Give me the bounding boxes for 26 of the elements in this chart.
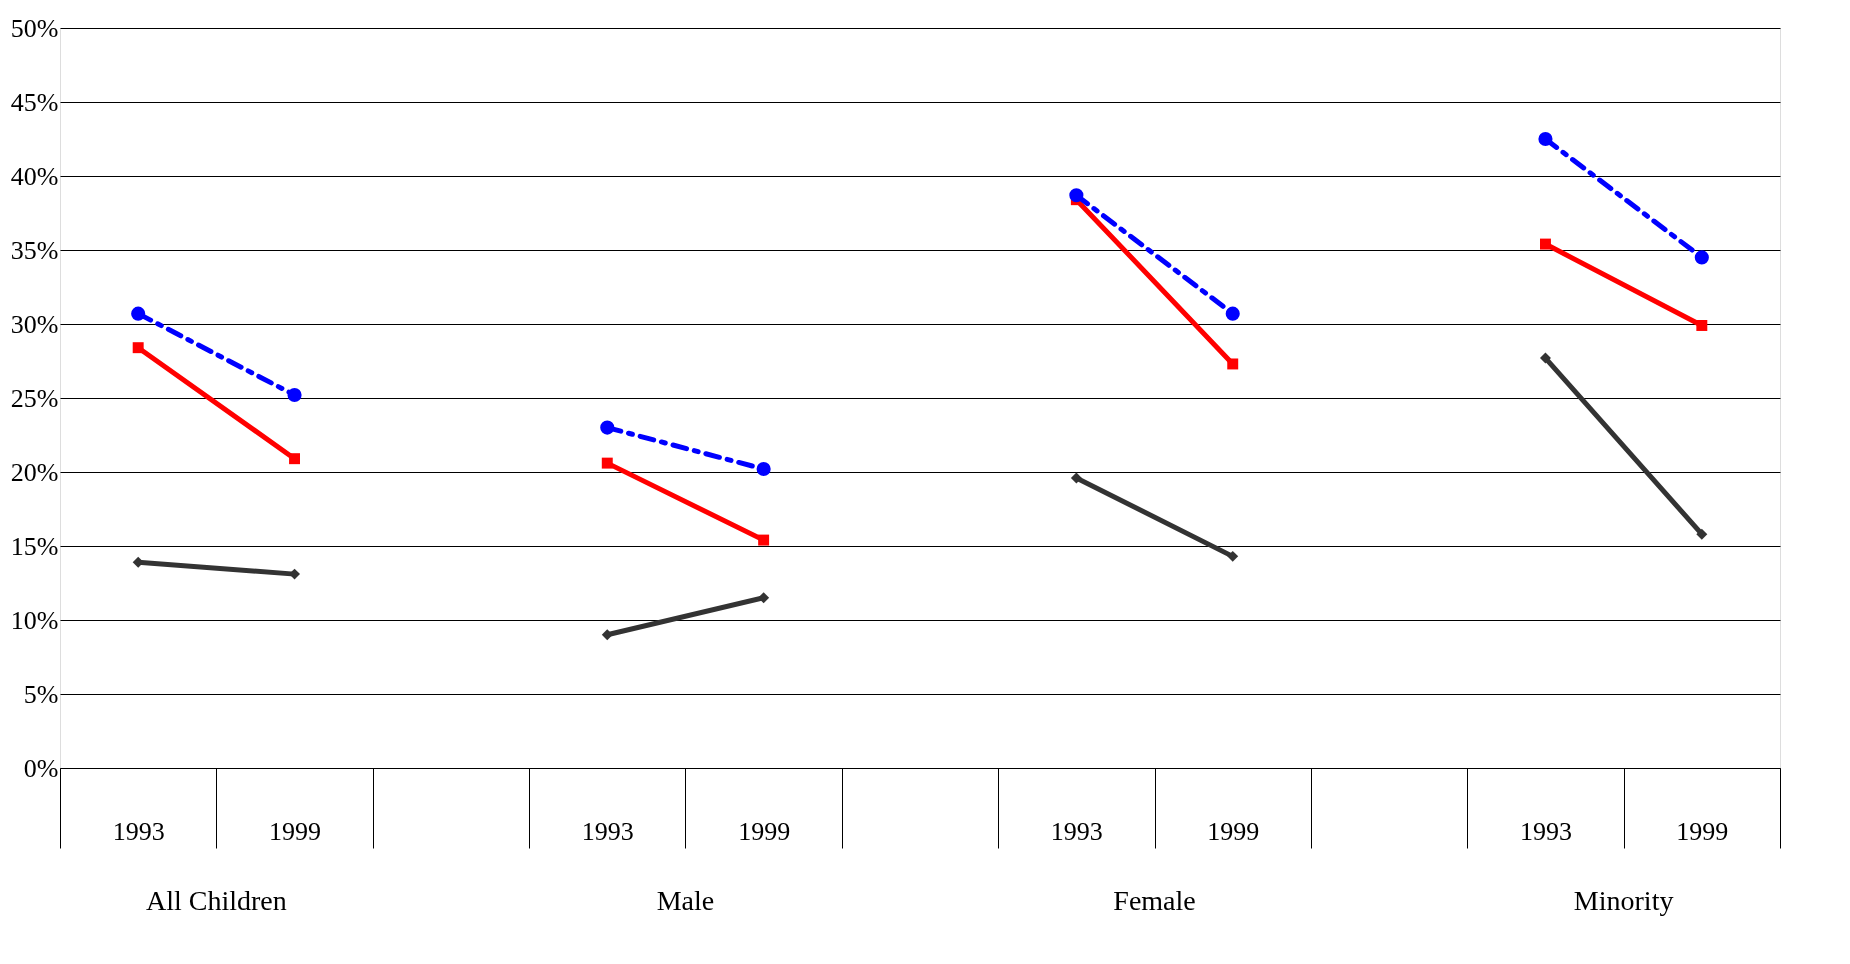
y-tick-label: 25% <box>10 383 59 413</box>
y-tick-label: 0% <box>23 753 59 783</box>
point <box>1538 131 1553 147</box>
x-tick-label: 1993 <box>1050 816 1103 846</box>
point <box>1696 528 1708 540</box>
x-tick-label: 1993 <box>112 816 165 846</box>
y-tick-label: 20% <box>10 457 59 487</box>
y-tick-label: 35% <box>10 235 59 265</box>
text: All Children <box>145 885 287 916</box>
text: Male <box>656 885 715 916</box>
x-tick-label: 1993 <box>1519 816 1572 846</box>
x-tick-label: 1999 <box>1676 816 1729 846</box>
y-tick-label: 50% <box>10 13 59 43</box>
y-tick-label: 45% <box>10 87 59 117</box>
x-tick-label: 1999 <box>738 816 791 846</box>
text: Minority <box>1573 885 1674 916</box>
y-tick-label: 5% <box>23 679 59 709</box>
y-tick-label: 10% <box>10 605 59 635</box>
y-tick-label: 40% <box>10 161 59 191</box>
x-tick-label: 1993 <box>581 816 634 846</box>
y-tick-label: 30% <box>10 309 59 339</box>
y-tick-label: 15% <box>10 531 59 561</box>
x-tick-label: 1999 <box>1207 816 1260 846</box>
text: Female <box>1113 885 1196 916</box>
x-tick-label: 1999 <box>269 816 322 846</box>
point <box>1539 352 1551 364</box>
